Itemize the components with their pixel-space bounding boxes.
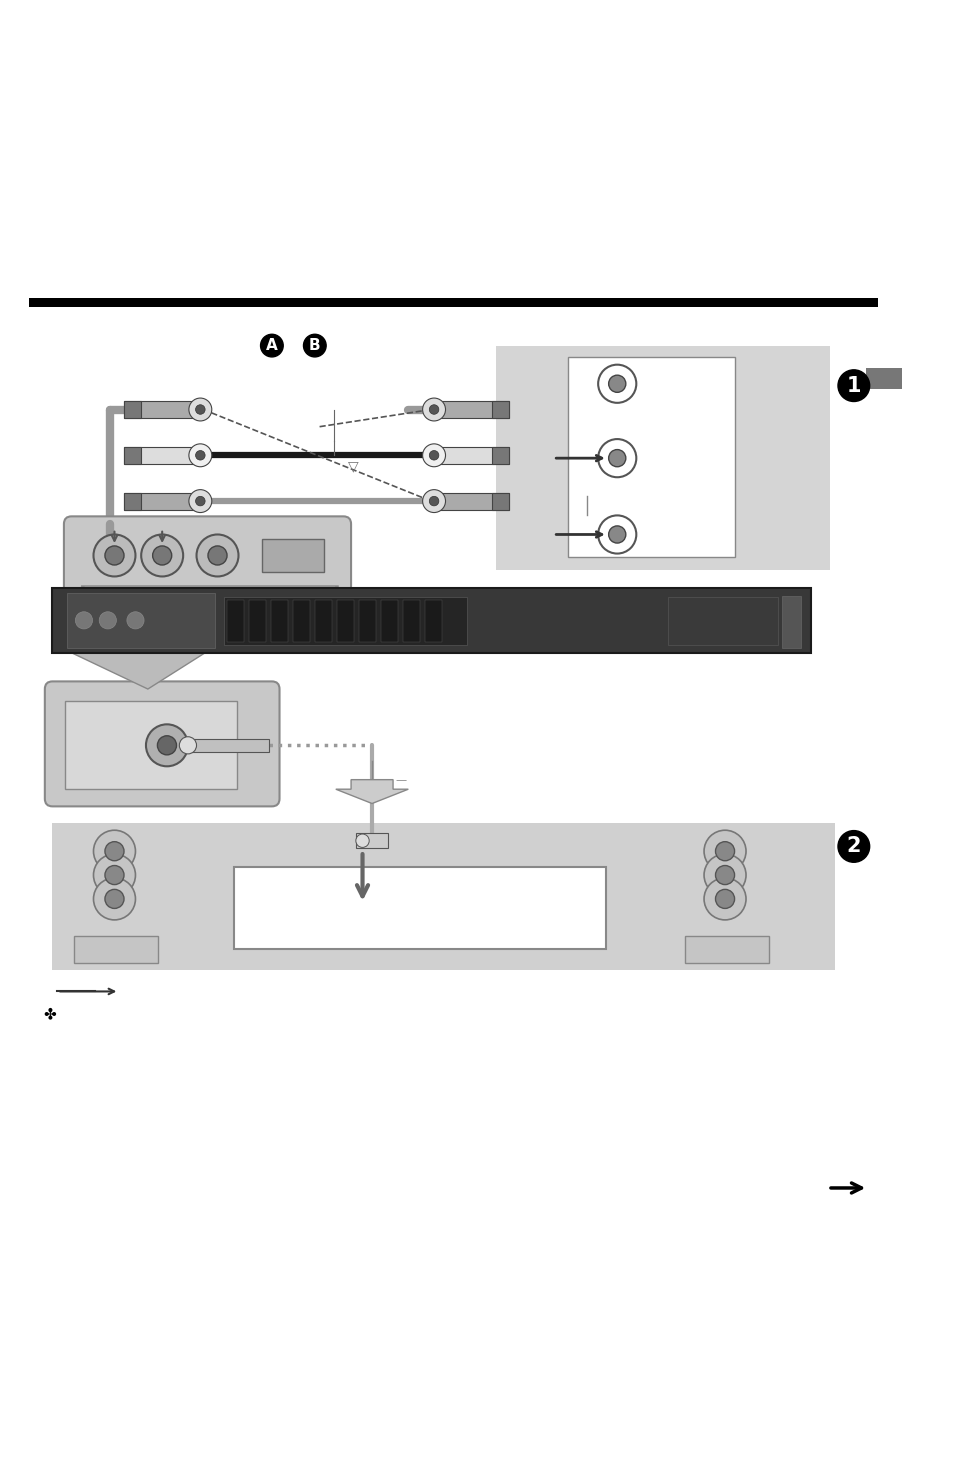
Bar xyxy=(865,368,902,390)
Circle shape xyxy=(703,830,745,872)
Circle shape xyxy=(195,451,205,460)
Bar xyxy=(424,601,441,642)
Circle shape xyxy=(429,405,438,414)
Circle shape xyxy=(189,443,212,467)
Bar xyxy=(65,701,236,789)
Bar xyxy=(567,357,734,558)
Text: —: — xyxy=(395,774,407,785)
Circle shape xyxy=(105,546,124,565)
Circle shape xyxy=(93,534,135,577)
Circle shape xyxy=(105,842,124,860)
Circle shape xyxy=(127,612,144,629)
Circle shape xyxy=(422,489,445,513)
Circle shape xyxy=(189,489,212,513)
Circle shape xyxy=(703,854,745,896)
Circle shape xyxy=(195,405,205,414)
Circle shape xyxy=(93,830,135,872)
Circle shape xyxy=(429,451,438,460)
Bar xyxy=(684,936,768,962)
Circle shape xyxy=(152,546,172,565)
Text: B: B xyxy=(309,338,320,353)
Bar xyxy=(492,400,509,418)
Bar xyxy=(67,593,214,648)
Circle shape xyxy=(598,516,636,553)
Text: ✤: ✤ xyxy=(43,1005,56,1020)
Bar xyxy=(496,346,829,569)
Circle shape xyxy=(598,365,636,403)
FancyBboxPatch shape xyxy=(45,681,279,807)
Circle shape xyxy=(75,612,92,629)
Bar xyxy=(227,601,244,642)
Bar xyxy=(431,446,509,464)
FancyBboxPatch shape xyxy=(64,516,351,593)
Circle shape xyxy=(422,397,445,421)
Circle shape xyxy=(93,878,135,919)
Circle shape xyxy=(703,878,745,919)
Circle shape xyxy=(93,854,135,896)
Circle shape xyxy=(99,612,116,629)
Bar xyxy=(124,400,141,418)
Circle shape xyxy=(429,497,438,506)
Bar xyxy=(224,598,467,645)
Bar xyxy=(74,936,158,962)
Bar xyxy=(188,739,269,752)
Circle shape xyxy=(715,842,734,860)
Bar xyxy=(293,601,310,642)
Circle shape xyxy=(355,833,369,847)
Circle shape xyxy=(715,866,734,884)
Circle shape xyxy=(141,534,183,577)
Circle shape xyxy=(105,866,124,884)
Circle shape xyxy=(208,546,227,565)
Circle shape xyxy=(715,890,734,909)
Circle shape xyxy=(608,375,625,393)
Circle shape xyxy=(195,497,205,506)
Circle shape xyxy=(598,439,636,478)
Bar xyxy=(52,587,810,653)
Bar xyxy=(667,598,777,645)
Bar xyxy=(355,833,388,848)
Bar xyxy=(314,601,332,642)
Text: ▽: ▽ xyxy=(347,460,358,473)
Bar xyxy=(124,492,141,510)
Circle shape xyxy=(105,890,124,909)
Polygon shape xyxy=(335,780,408,804)
Bar xyxy=(431,400,509,418)
Text: 1: 1 xyxy=(845,375,861,396)
Polygon shape xyxy=(71,653,205,690)
Text: 2: 2 xyxy=(845,836,861,857)
Bar xyxy=(124,492,202,510)
Bar xyxy=(52,823,834,970)
Bar xyxy=(492,492,509,510)
Polygon shape xyxy=(81,586,338,645)
Bar xyxy=(249,601,266,642)
Bar xyxy=(271,601,288,642)
Bar xyxy=(124,446,202,464)
Circle shape xyxy=(157,736,176,755)
Circle shape xyxy=(146,724,188,767)
Circle shape xyxy=(422,443,445,467)
Circle shape xyxy=(196,534,238,577)
Bar xyxy=(380,601,397,642)
Bar xyxy=(402,601,419,642)
Bar xyxy=(233,868,605,949)
Bar xyxy=(781,596,801,648)
Bar xyxy=(492,446,509,464)
Text: A: A xyxy=(266,338,277,353)
Bar xyxy=(336,601,354,642)
Bar xyxy=(431,492,509,510)
Circle shape xyxy=(189,397,212,421)
Bar xyxy=(29,298,877,307)
Bar xyxy=(262,540,324,571)
Bar xyxy=(358,601,375,642)
Circle shape xyxy=(608,526,625,543)
Circle shape xyxy=(608,449,625,467)
Circle shape xyxy=(179,737,196,753)
Bar xyxy=(124,446,141,464)
Bar xyxy=(124,400,202,418)
